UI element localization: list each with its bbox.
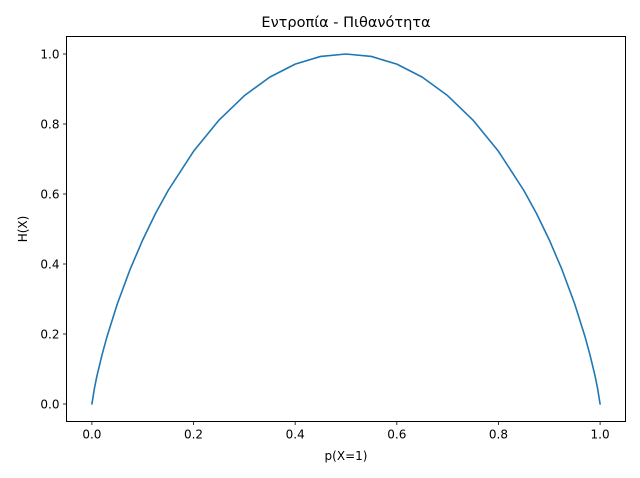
y-axis-label: H(X) (16, 216, 30, 243)
x-tick-label: 0.4 (286, 428, 305, 442)
y-tick-label: 0.4 (40, 258, 59, 272)
y-tick-label: 0.6 (40, 188, 59, 202)
y-tick-label: 0.8 (40, 118, 59, 132)
series-layer (91, 53, 601, 405)
chart-title: Εντροπία - Πιθανότητα (261, 15, 430, 31)
y-tick-label: 0.2 (40, 328, 59, 342)
x-tick-label: 1.0 (591, 428, 610, 442)
y-tick-label: 0.0 (40, 398, 59, 412)
x-tick-label: 0.8 (489, 428, 508, 442)
x-tick-label: 0.0 (82, 428, 101, 442)
axes-frame (66, 36, 626, 422)
x-axis-ticks: 0.0 0.2 0.4 0.6 0.8 1.0 (82, 421, 610, 442)
y-tick-label: 1.0 (40, 48, 59, 62)
entropy-curve-line (91, 53, 601, 405)
x-axis-label: p(X=1) (325, 449, 368, 463)
plot-area (66, 36, 626, 422)
x-tick-label: 0.6 (387, 428, 406, 442)
y-axis-ticks: 0.0 0.2 0.4 0.6 0.8 1.0 (40, 48, 67, 412)
x-tick-label: 0.2 (184, 428, 203, 442)
